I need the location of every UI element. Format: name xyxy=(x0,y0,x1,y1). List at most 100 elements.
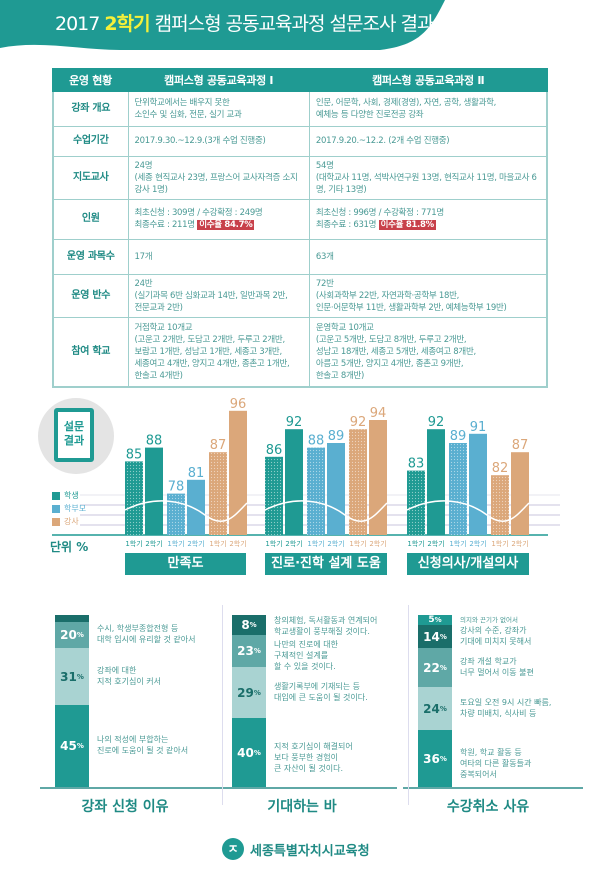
survey-bar-chart: 85 1학기 88 2학기 78 1학기 81 2학기 87 1학기 96 2학기 86 1학기 92 2학기… xyxy=(52,397,560,548)
percent-sign: % xyxy=(253,647,261,655)
tick-label: 1학기 xyxy=(449,539,466,548)
bar-pattern xyxy=(265,456,283,535)
legend-item: 학생 xyxy=(52,490,79,501)
clipboard-icon: 설문 결과 xyxy=(54,408,94,462)
unit-label: 단위 % xyxy=(50,540,89,554)
tick-label: 2학기 xyxy=(369,539,386,548)
tick-label: 2학기 xyxy=(469,539,486,548)
legend-item: 강사 xyxy=(52,516,79,527)
bar-pattern xyxy=(491,475,509,535)
row-cell: 17개 xyxy=(127,238,310,275)
tick-label: 1학기 xyxy=(209,539,226,548)
data-label: 92 xyxy=(428,415,445,430)
table-row: 강좌 개요 단위학교에서는 배우지 못한 소인수 및 심화, 전문, 실기 교과 인… xyxy=(52,90,548,127)
row-cell: 거점학교 10개교 (고운고 2개반, 도담고 2개반, 두루고 2개반, 보람… xyxy=(127,316,310,388)
legend-label: 학생 xyxy=(64,491,79,500)
stack-segment: 5% xyxy=(418,615,452,625)
segment-percent: 24 xyxy=(423,701,440,716)
row-label: 운영 과목수 xyxy=(52,238,129,275)
tick-label: 1학기 xyxy=(265,539,282,548)
bar xyxy=(145,447,163,535)
segment-percent: 40 xyxy=(237,745,254,760)
row-cell: 2017.9.20.~12.2. (2개 수업 진행중) xyxy=(308,125,548,157)
stack-segment xyxy=(55,615,89,622)
segment-reason: 강좌에 대한 지적 호기심이 커서 xyxy=(97,665,161,686)
data-label: 89 xyxy=(328,429,345,444)
tick-label: 2학기 xyxy=(187,539,204,548)
data-label: 92 xyxy=(350,415,367,430)
data-label: 88 xyxy=(308,434,325,449)
bar-pattern xyxy=(125,461,143,535)
segment-percent: 22 xyxy=(423,660,440,675)
cell-text: 최초신청 : 996명 / 수강확정 : 771명 xyxy=(315,208,444,218)
title-year: 2017 xyxy=(55,13,100,35)
bar-pattern xyxy=(349,429,367,535)
stack-segment: 24% xyxy=(418,687,452,730)
data-label: 87 xyxy=(512,438,529,453)
segment-percent: 36 xyxy=(423,751,440,766)
percent-sign: % xyxy=(76,742,84,750)
column-baseline xyxy=(217,787,397,789)
segment-percent: 29 xyxy=(237,685,254,700)
row-cell: 운영학교 10개교 (고운고 5개반, 도담고 8개반, 두루고 2개반, 성남… xyxy=(308,316,548,388)
percent-sign: % xyxy=(439,632,447,641)
bar xyxy=(187,479,205,535)
education-office-logo-icon: ㅈ xyxy=(222,838,244,860)
segment-reason: 창의체험, 독서활동과 연계되어 학교생활이 풍부해질 것이다. xyxy=(274,616,378,636)
data-label: 88 xyxy=(146,434,163,449)
table-row: 참여 학교 거점학교 10개교 (고운고 2개반, 도담고 2개반, 두루고 2개… xyxy=(52,316,548,388)
table-row: 운영 과목수 17개 63개 xyxy=(52,238,548,275)
percent-sign: % xyxy=(253,748,261,757)
segment-percent: 31 xyxy=(60,669,77,684)
tick-label: 1학기 xyxy=(349,539,366,548)
stack-segment: 31% xyxy=(55,648,89,705)
row-label: 인원 xyxy=(52,198,129,240)
table-header: 캠퍼스형 공동교육과정 Ⅰ xyxy=(126,68,311,92)
segment-reason: 생활기록부에 기재되는 등 대입에 큰 도움이 될 것이다. xyxy=(274,681,368,702)
row-cell: 24반 (실기과목 6반 심화교과 14반, 일반과목 2반, 전문교과 2반) xyxy=(127,273,310,318)
percent-sign: % xyxy=(439,754,447,763)
row-label: 수업기간 xyxy=(52,125,129,157)
stacked-column: 8% 창의체험, 독서활동과 연계되어 학교생활이 풍부해질 것이다. 23% 나만의… xyxy=(232,615,412,787)
table-row: 수업기간 2017.9.30.~12.9.(3개 수업 진행중) 2017.9.20… xyxy=(52,125,548,157)
bar xyxy=(369,420,387,535)
segment-percent: 14 xyxy=(423,629,440,644)
stack-segment: 36% xyxy=(418,730,452,787)
legend-label: 학부모 xyxy=(64,504,87,513)
tick-label: 2학기 xyxy=(511,539,528,548)
segment-percent: 20 xyxy=(60,628,77,642)
table-row: 지도교사 24명 (세종 현직교사 23명, 프랑스어 교사자격증 소지 강사 1… xyxy=(52,155,548,200)
row-cell: 최초신청 : 309명 / 수강확정 : 249명 최종수료 : 211명 이수율… xyxy=(127,198,310,240)
column-title: 강좌 신청 이유 xyxy=(81,799,169,815)
row-label: 지도교사 xyxy=(52,155,129,200)
title-semester: 2학기 xyxy=(104,13,150,35)
header-banner: 2017 2학기 캠퍼스형 공동교육과정 설문조사 결과 xyxy=(0,0,600,50)
percent-sign: % xyxy=(439,704,447,713)
group-label: 신청의사/개설의사 xyxy=(407,553,529,575)
row-cell: 24명 (세종 현직교사 23명, 프랑스어 교사자격증 소지 강사 1명) xyxy=(127,155,310,200)
bar xyxy=(427,429,445,535)
row-cell: 최초신청 : 996명 / 수강확정 : 771명 최종수료 : 631명 이수율… xyxy=(308,198,548,240)
row-cell: 인문, 어문학, 사회, 경제(경영), 자연, 공학, 생활과학, 예체능 등… xyxy=(308,90,548,127)
tick-label: 2학기 xyxy=(145,539,162,548)
table-row: 인원 최초신청 : 309명 / 수강확정 : 249명 최종수료 : 211명 이… xyxy=(52,198,548,240)
data-label: 81 xyxy=(188,466,205,481)
cell-text: 최종수료 : 211명 xyxy=(134,220,196,230)
tick-label: 2학기 xyxy=(285,539,302,548)
data-label: 91 xyxy=(470,420,487,435)
column-baseline xyxy=(40,787,220,789)
percent-sign: % xyxy=(253,688,261,697)
operation-status-table: 운영 현황 캠퍼스형 공동교육과정 Ⅰ 캠퍼스형 공동교육과정 Ⅱ 강좌 개요 단… xyxy=(52,68,548,388)
bar xyxy=(327,443,345,535)
percent-sign: % xyxy=(249,621,257,629)
segment-reason: 지적 호기심이 해결되어 보다 풍부한 경험이 큰 자산이 될 것이다. xyxy=(274,741,353,773)
title-rest: 캠퍼스형 공동교육과정 설문조사 결과 xyxy=(154,13,435,35)
completion-rate-badge: 이수율 84.7% xyxy=(197,220,255,230)
tick-label: 2학기 xyxy=(229,539,246,548)
legend-item: 학부모 xyxy=(52,503,86,514)
percent-sign: % xyxy=(76,631,84,639)
segment-reason: 강좌 개설 학교가 너무 멀어서 이동 불편 xyxy=(460,656,534,677)
bar-pattern xyxy=(449,443,467,535)
segment-reason: 나만의 진로에 대한 구체적인 설계를 할 수 있을 것이다. xyxy=(274,640,338,671)
row-label: 강좌 개요 xyxy=(52,90,129,127)
